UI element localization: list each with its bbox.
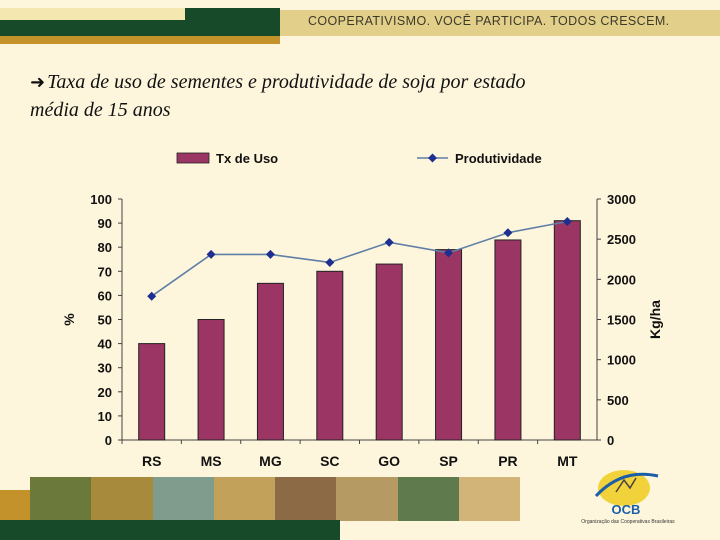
bar-ms: [197, 319, 225, 441]
legend-swatch-tx-de-uso: [176, 152, 210, 164]
x-tick-label: PR: [498, 453, 517, 469]
y-tick-label-left: 40: [98, 337, 112, 352]
x-tick-label: MS: [201, 453, 222, 469]
bar-go: [375, 263, 403, 441]
title-line-1: Taxa de uso de sementes e produtividade …: [47, 71, 526, 93]
bar-mg: [256, 282, 284, 441]
produtividade-point: [147, 291, 157, 301]
produtividade-point: [384, 237, 394, 247]
header-slogan: COOPERATIVISMO. VOCÊ PARTICIPA. TODOS CR…: [308, 14, 670, 28]
arrow-right-icon: ➜: [30, 72, 46, 92]
header-light-stripe: [0, 8, 185, 20]
footer-photo-tile: [91, 477, 153, 521]
produtividade-point: [265, 249, 275, 259]
produtividade-point: [503, 228, 513, 238]
footer-photo-tile: [275, 477, 337, 521]
footer-photo-tile: [152, 477, 214, 521]
x-tick-label: MG: [259, 453, 282, 469]
produtividade-point: [206, 249, 216, 259]
footer-photo-tile: [30, 477, 92, 521]
y-tick-label-right: 2500: [607, 232, 636, 247]
ocb-logo: OCB Organização das Cooperativas Brasile…: [581, 470, 675, 525]
y-tick-label-right: 1000: [607, 353, 636, 368]
y-tick-label-left: 100: [90, 192, 112, 207]
y-tick-label-left: 20: [98, 385, 112, 400]
legend-label-produtividade: Produtividade: [455, 151, 542, 166]
y-tick-label-right: 500: [607, 393, 629, 408]
y-tick-label-right: 1500: [607, 313, 636, 328]
bar-sp: [435, 249, 463, 441]
logo-sun: [598, 470, 650, 506]
logo-subtitle: Organização das Cooperativas Brasileiras: [581, 519, 675, 525]
bar-mt: [553, 220, 581, 441]
y-tick-label-left: 90: [98, 216, 112, 231]
y-tick-label-left: 70: [98, 264, 112, 279]
footer-photo-tile: [213, 477, 275, 521]
x-tick-label: GO: [378, 453, 400, 469]
produtividade-point: [444, 248, 454, 258]
title-line-2: média de 15 anos: [30, 99, 171, 121]
footer-green-bar: [0, 520, 340, 540]
slide-title: ➜ Taxa de uso de sementes e produtividade…: [30, 68, 526, 124]
bar-pr: [494, 239, 522, 441]
logo-mark: [615, 477, 637, 493]
footer-ochre-block: [0, 490, 30, 520]
produtividade-point: [562, 216, 572, 226]
x-tick-label: RS: [142, 453, 161, 469]
legend-marker-produtividade: [428, 153, 437, 163]
logo-text: OCB: [612, 502, 641, 517]
logo-swoosh: [594, 472, 659, 498]
bar-sc: [316, 270, 344, 441]
y-tick-label-left: 10: [98, 409, 112, 424]
footer-photo-tile: [336, 477, 398, 521]
x-tick-label: MT: [557, 453, 578, 469]
footer-photo-tile: [397, 477, 459, 521]
x-tick-label: SC: [320, 453, 339, 469]
y-axis-label-left: %: [61, 313, 77, 326]
y-tick-label-left: 50: [98, 313, 112, 328]
legend-label-tx-de-uso: Tx de Uso: [216, 151, 278, 166]
y-tick-label-right: 3000: [607, 192, 636, 207]
footer-photo-strip: [30, 477, 520, 521]
produtividade-line: [151, 220, 568, 297]
y-tick-label-right: 0: [607, 433, 614, 448]
header-gold-band: [280, 10, 720, 36]
y-tick-label-left: 80: [98, 240, 112, 255]
y-axis-label-right: Kg/ha: [647, 300, 663, 339]
y-tick-label-left: 30: [98, 361, 112, 376]
header-ochre-stripe: [0, 36, 280, 44]
y-tick-label-right: 2000: [607, 272, 636, 287]
y-tick-label-left: 0: [105, 433, 112, 448]
bar-rs: [138, 343, 166, 441]
x-tick-label: SP: [439, 453, 458, 469]
footer-photo-tile: [458, 477, 520, 521]
y-tick-label-left: 60: [98, 288, 112, 303]
produtividade-point: [325, 257, 335, 267]
